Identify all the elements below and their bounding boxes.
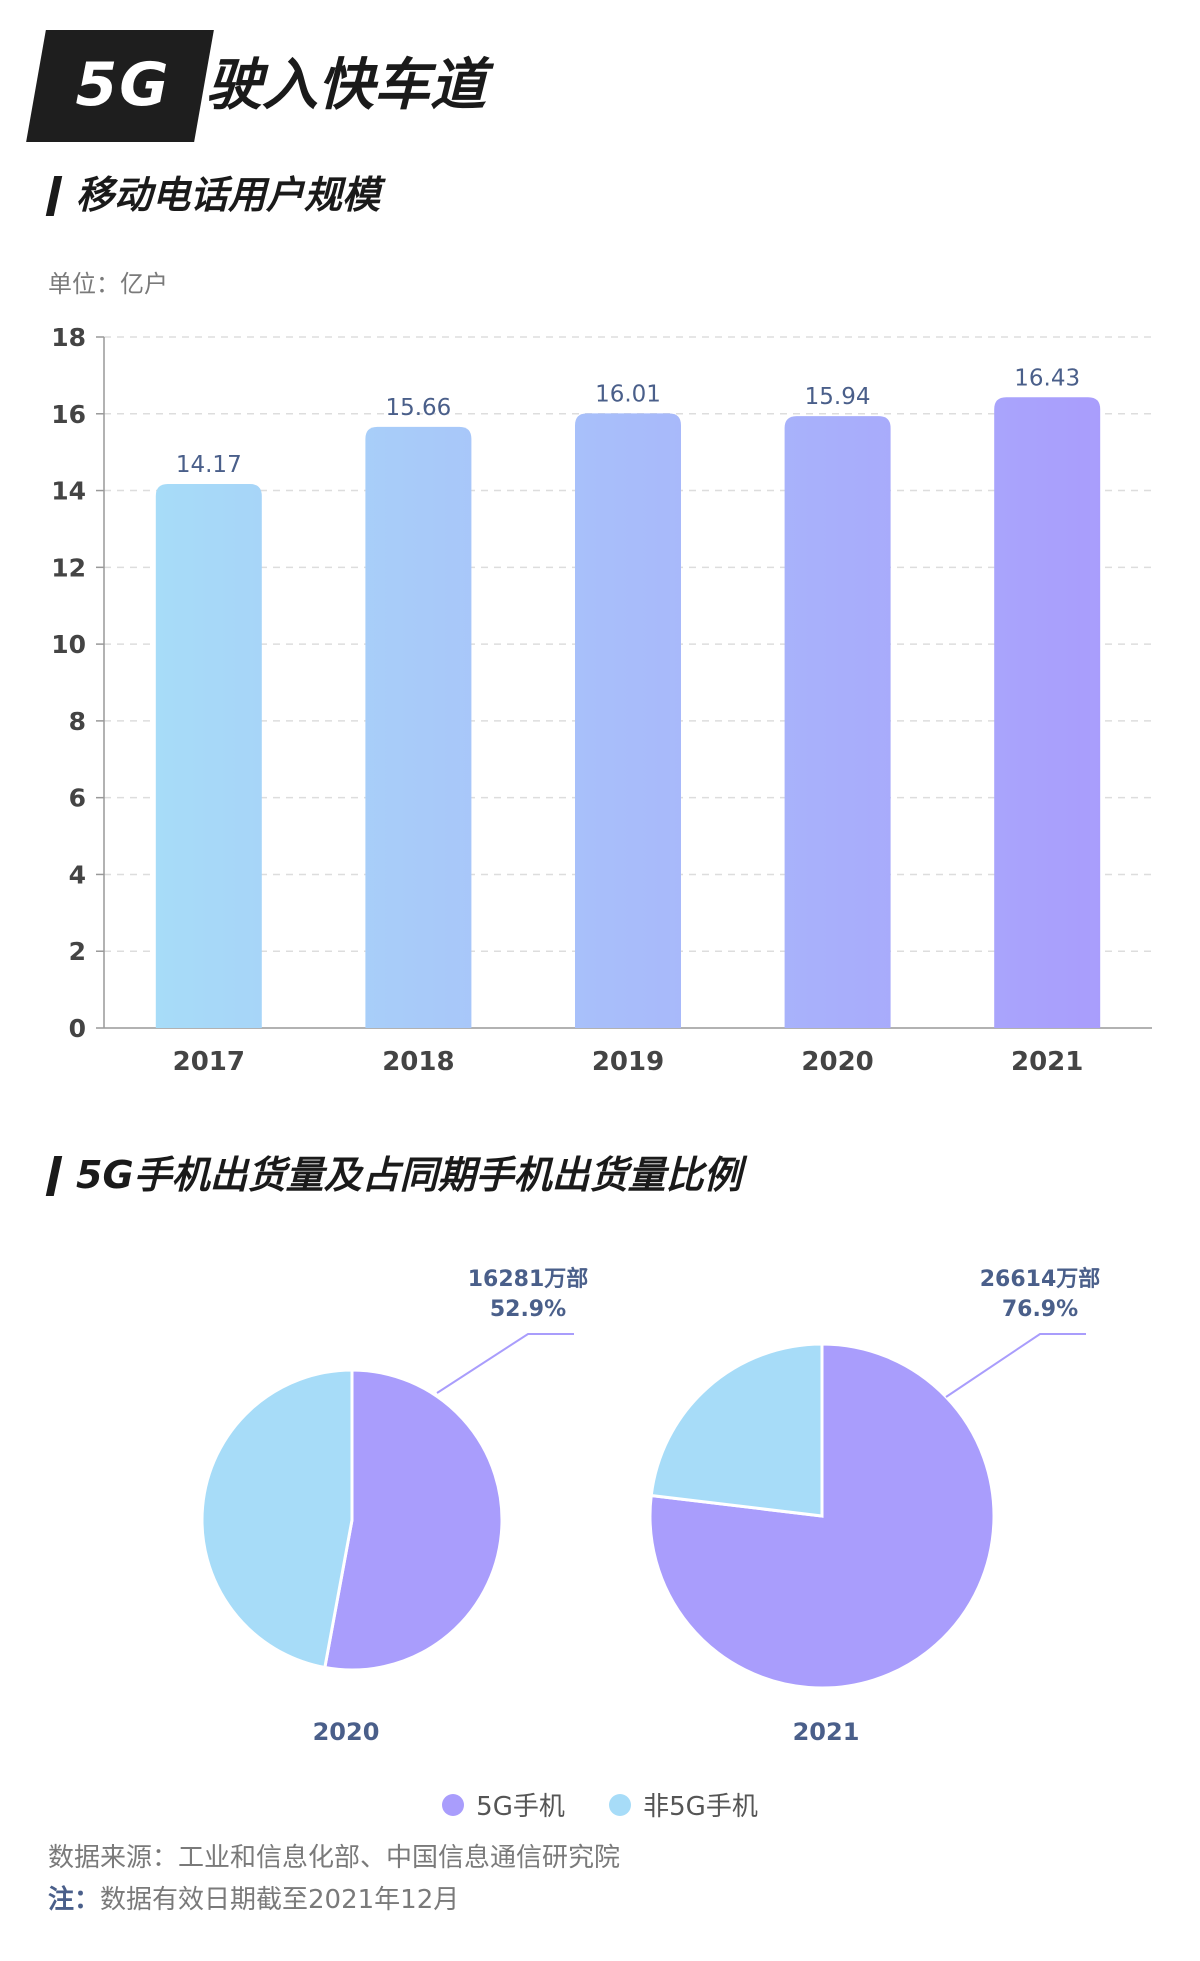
y-tick-label: 8 — [69, 707, 86, 736]
title-badge: 5G — [75, 50, 171, 120]
bar-value-label: 14.17 — [176, 452, 242, 478]
legend-label-5g: 5G手机 — [476, 1792, 565, 1822]
x-tick-label: 2019 — [592, 1047, 664, 1077]
footnote-label: 注： — [48, 1885, 101, 1915]
data-source: 数据来源：工业和信息化部、中国信息通信研究院 — [48, 1843, 621, 1873]
legend-item-5g: 5G手机 — [442, 1786, 565, 1823]
bar-value-label: 16.01 — [595, 381, 661, 407]
y-tick-label: 6 — [69, 784, 86, 813]
bar-value-label: 15.94 — [805, 384, 871, 410]
page-title: 驶入快车道 — [206, 53, 486, 118]
bar-value-label: 15.66 — [385, 395, 451, 421]
footnote: 注：数据有效日期截至2021年12月 — [48, 1882, 459, 1918]
bar — [994, 397, 1101, 1028]
unit-label: 单位：亿户 — [48, 270, 168, 298]
y-tick-label: 16 — [51, 400, 86, 429]
footnote-text: 数据有效日期截至2021年12月 — [100, 1885, 460, 1915]
x-tick-label: 2017 — [173, 1047, 245, 1077]
bar — [784, 416, 891, 1028]
bar — [155, 484, 262, 1029]
legend-item-non5g: 非5G手机 — [609, 1786, 758, 1823]
pie-year-label: 2020 — [313, 1718, 380, 1746]
pie-chart-title: 5G手机出货量及占同期手机出货量比例 — [76, 1153, 742, 1197]
pie-slice-5g — [323, 1368, 504, 1672]
callout-leader-line — [945, 1333, 1086, 1398]
section-marker — [45, 176, 63, 216]
y-tick-label: 10 — [51, 630, 86, 659]
y-tick-label: 0 — [69, 1014, 86, 1043]
y-tick-label: 12 — [51, 553, 86, 582]
section-marker — [45, 1156, 63, 1196]
y-tick-label: 18 — [51, 323, 86, 352]
callout-units: 26614万部 — [980, 1266, 1101, 1292]
callout-leader-line — [436, 1333, 574, 1394]
pie-slice-non5g — [200, 1368, 354, 1670]
x-tick-label: 2020 — [801, 1047, 873, 1077]
legend-swatch-5g — [442, 1793, 465, 1816]
y-tick-label: 4 — [69, 860, 86, 889]
legend-swatch-non5g — [609, 1793, 632, 1816]
y-tick-label: 2 — [69, 937, 86, 966]
bar — [365, 426, 472, 1028]
bar-value-label: 16.43 — [1014, 365, 1080, 391]
bar-chart-title: 移动电话用户规模 — [76, 173, 381, 217]
pie-charts: 16281万部 52.9% 2020 26614万部 76.9% 2021 — [200, 1266, 1101, 1746]
callout-units: 16281万部 — [468, 1266, 589, 1292]
chart-legend: 5G手机 非5G手机 — [0, 1786, 1200, 1823]
y-tick-label: 14 — [51, 477, 86, 506]
x-tick-label: 2021 — [1011, 1047, 1083, 1077]
bar — [575, 413, 681, 1028]
x-tick-label: 2018 — [382, 1047, 454, 1077]
pie-slice-non5g — [649, 1342, 824, 1518]
callout-percent: 76.9% — [1002, 1297, 1078, 1322]
callout-percent: 52.9% — [490, 1297, 566, 1322]
legend-label-non5g: 非5G手机 — [643, 1792, 758, 1822]
bar-chart: 0 2 4 6 8 10 12 14 16 18 14.17 2017 15.66 2018 16.01 2… — [51, 323, 1152, 1077]
pie-year-label: 2021 — [793, 1718, 860, 1746]
